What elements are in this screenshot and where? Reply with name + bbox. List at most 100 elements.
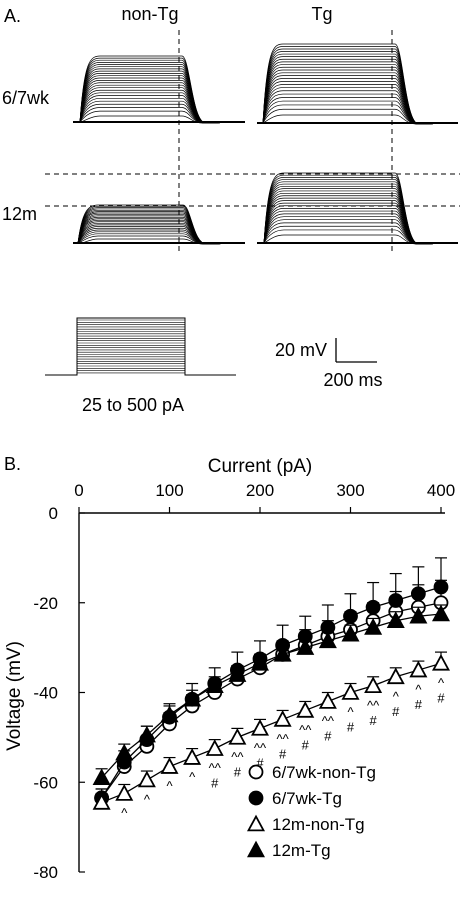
- non-tg-12m-trace: [73, 216, 246, 245]
- legend-label: 12m-Tg: [272, 841, 331, 860]
- y-tick-label: -20: [33, 594, 58, 613]
- non-tg-6-7wk-trace: [73, 89, 246, 124]
- tg-6-7wk-trace: [257, 69, 459, 125]
- data-point: [343, 608, 358, 624]
- data-point: [318, 692, 337, 709]
- tg-6-7wk-trace: [257, 72, 459, 125]
- x-tick-label: 0: [74, 481, 83, 500]
- non-tg-6-7wk-trace: [73, 68, 246, 124]
- data-point: [160, 705, 179, 723]
- data-point: [250, 653, 270, 671]
- tg-6-7wk-trace: [257, 87, 459, 125]
- row-label-6-7wk: 6/7wk: [2, 88, 50, 108]
- data-point: [205, 676, 224, 694]
- column-label-non-tg: non-Tg: [121, 4, 178, 24]
- stimulus-label: 25 to 500 pA: [82, 395, 184, 415]
- iv-chart: 0 100 200 300 4000-20-40-60-80^^^^^^#^^#^^#^…: [33, 481, 455, 882]
- significance-mark: #: [324, 728, 332, 743]
- series-line: [101, 613, 442, 779]
- significance-mark: #: [279, 746, 287, 761]
- data-point: [431, 653, 451, 671]
- significance-mark: ^: [415, 682, 422, 697]
- significance-mark: ^^: [367, 698, 380, 713]
- data-point: [228, 665, 247, 682]
- tg-12m-trace: [257, 188, 459, 245]
- non-tg-12m-trace: [73, 226, 246, 245]
- tg-12m-trace: [257, 177, 459, 245]
- y-tick-label: 0: [49, 504, 58, 523]
- data-point: [364, 676, 383, 694]
- tg-6-7wk-trace: [257, 100, 459, 125]
- series-line: [101, 662, 442, 804]
- significance-mark: ^: [144, 792, 151, 807]
- significance-mark: #: [437, 690, 445, 705]
- legend-marker: [246, 840, 266, 858]
- data-point: [273, 710, 292, 727]
- x-tick-label: 300: [336, 481, 364, 500]
- x-tick-label: 200: [246, 481, 274, 500]
- tg-12m-trace: [257, 229, 459, 245]
- data-point: [364, 618, 383, 635]
- significance-mark: ^: [347, 705, 354, 720]
- significance-mark: #: [415, 697, 423, 712]
- significance-mark: #: [392, 704, 400, 719]
- significance-mark: ^^: [254, 740, 267, 755]
- significance-mark: ^^: [277, 731, 290, 746]
- legend-marker: [248, 790, 264, 806]
- tg-6-7wk-trace: [257, 56, 459, 125]
- significance-mark: ^^: [322, 713, 335, 728]
- tg-12m-trace: [257, 216, 459, 245]
- non-tg-6-7wk-trace: [73, 70, 246, 124]
- data-point: [318, 631, 337, 649]
- legend-label: 6/7wk-Tg: [272, 789, 342, 808]
- data-point: [183, 748, 202, 765]
- non-tg-6-7wk-trace: [73, 79, 246, 124]
- data-point: [410, 586, 426, 602]
- scale-bar-time-label: 200 ms: [323, 370, 382, 390]
- non-tg-6-7wk-trace: [73, 97, 246, 124]
- data-point: [409, 606, 428, 624]
- non-tg-6-7wk-trace: [73, 92, 246, 124]
- significance-mark: #: [234, 764, 242, 779]
- data-point: [92, 768, 111, 786]
- tg-12m-trace: [257, 219, 459, 245]
- data-point: [183, 689, 202, 707]
- non-tg-12m-trace: [73, 224, 246, 245]
- tg-12m-trace: [257, 185, 459, 245]
- non-tg-6-7wk-trace: [73, 82, 246, 124]
- tg-12m-trace: [257, 190, 459, 245]
- x-tick-label: 100: [155, 481, 183, 500]
- significance-mark: #: [302, 737, 310, 752]
- data-point: [386, 611, 405, 628]
- non-tg-6-7wk-trace: [73, 66, 246, 124]
- tg-12m-trace: [257, 200, 459, 245]
- tg-6-7wk-trace: [257, 108, 459, 125]
- tg-12m-trace: [257, 202, 459, 245]
- y-tick-label: -80: [33, 863, 58, 882]
- tg-12m-trace: [257, 172, 459, 245]
- tg-12m-trace: [257, 174, 459, 245]
- non-tg-6-7wk-trace: [73, 55, 246, 124]
- stimulus-protocol: [45, 317, 236, 376]
- data-point: [228, 727, 247, 745]
- tg-12m-trace: [257, 210, 459, 245]
- tg-6-7wk-trace: [257, 43, 459, 125]
- series-12m-Tg: [92, 604, 451, 786]
- tg-6-7wk-trace: [257, 75, 459, 125]
- data-point: [205, 739, 224, 756]
- data-point: [388, 593, 404, 608]
- y-tick-label: -40: [33, 684, 58, 703]
- data-point: [160, 757, 179, 774]
- x-axis-title: Current (pA): [208, 456, 313, 477]
- legend-label: 12m-non-Tg: [272, 815, 365, 834]
- significance-mark: ^: [393, 689, 400, 704]
- non-tg-6-7wk-trace: [73, 95, 246, 124]
- data-point: [92, 793, 111, 810]
- row-label-12m: 12m: [2, 204, 37, 224]
- significance-mark: ^: [166, 779, 173, 794]
- tg-6-7wk-trace: [257, 48, 459, 125]
- stimulus-outline: [45, 317, 236, 376]
- x-tick-label: 400: [427, 481, 455, 500]
- tg-6-7wk-trace: [257, 90, 459, 125]
